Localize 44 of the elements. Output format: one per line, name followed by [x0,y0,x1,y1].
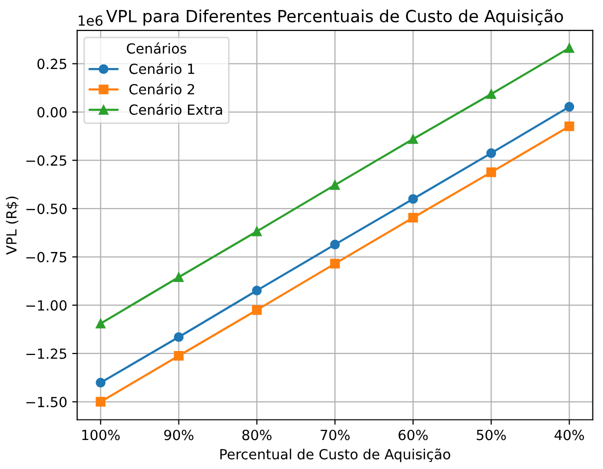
point [174,332,184,342]
point [564,102,574,112]
x-tick-label: 70% [320,430,350,440]
y-tick-label: 0.00 [37,106,67,118]
point [408,212,418,223]
point [564,121,574,132]
y-tick-label: −0.75 [26,252,66,262]
y-tick-label: −1.50 [26,396,67,408]
x-axis-title: Percentual de Custo de Aquisição [220,448,450,462]
x-tick-label: 50% [476,430,506,440]
y-tick-label: −0.25 [26,155,66,166]
y-tick-label: −1.25 [26,348,66,359]
x-tick-label: 60% [398,430,428,440]
x-tick-label: 100% [82,430,120,440]
legend-label: Cenário 2 [129,83,194,95]
y-tick-label: −0.50 [26,204,67,214]
text: 1e6 [78,15,103,26]
point [252,226,262,236]
y-tick-label: 0.25 [37,58,66,70]
legend-title: Cenários [126,42,186,54]
point [174,272,184,282]
point [408,194,418,204]
point [330,240,340,250]
point [408,134,418,144]
y-axis-title: VPL (R$) [6,196,18,255]
x-tick-label: 90% [164,430,194,440]
x-tick-label: 40% [554,430,584,440]
point [486,167,496,178]
chart-title: VPL para Diferentes Percentuais de Custo de Aquisição [106,9,563,26]
point [96,378,106,388]
point [564,43,574,53]
point [486,148,496,158]
x-tick-label: 80% [242,430,272,440]
point [252,286,262,296]
legend-label: Cenário Extra [129,104,222,115]
point [330,258,340,269]
point [252,305,262,315]
point [330,180,340,190]
point [174,350,184,361]
point [96,318,106,328]
y-tick-label: −1.00 [26,300,67,311]
point [96,396,106,407]
legend-label: Cenário 1 [129,62,194,74]
point [486,89,496,99]
